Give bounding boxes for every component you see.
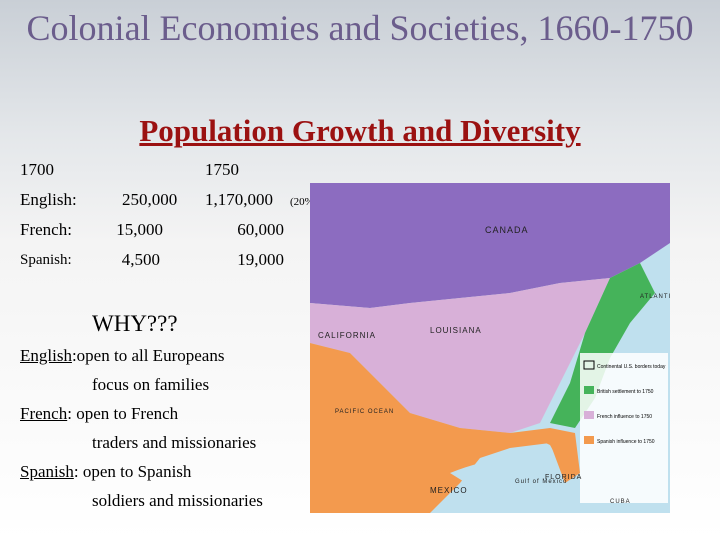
map-label: CANADA [485,225,529,235]
reason-label: French [20,404,68,423]
column-header: 1700 [20,160,54,179]
cell: 1,170,000 [205,190,273,209]
reason-text: : open to French [67,404,179,423]
map: CANADA CALIFORNIA LOUISIANA MEXICO FLORIDA AT… [310,183,670,513]
map-label: LOUISIANA [430,326,482,335]
reason-label: English [20,346,72,365]
reason: English:open to all Europeans [20,346,224,366]
reason-continuation: focus on families [92,375,210,394]
reason: French: open to French [20,404,178,424]
legend-entry: French influence to 1750 [597,414,652,420]
legend-swatch [584,386,594,394]
legend-swatch [584,436,594,444]
british-region [550,263,655,428]
cell: 250,000 [122,190,178,209]
subtitle: Population Growth and Diversity [139,113,581,148]
legend-swatch [584,411,594,419]
cell: 4,500 [121,250,160,269]
reason-text: : open to Spanish [73,462,192,481]
gulf [450,457,545,498]
map-label: CALIFORNIA [318,331,376,340]
reason-continuation: traders and missionaries [92,433,257,452]
reason-continuation: soldiers and missionaries [92,491,263,510]
spanish-region [310,343,580,513]
map-label: Gulf of Mexico [515,479,567,485]
french-region [310,278,610,433]
column-header: 1750 [205,160,239,179]
reason-label: Spanish [20,462,74,481]
map-label: PACIFIC OCEAN [335,409,394,415]
cell: 19,000 [237,250,284,269]
legend-box [580,353,668,503]
cell: 60,000 [237,220,284,239]
map-label: CUBA [610,499,631,505]
reason-text: :open to all Europeans [71,346,225,365]
legend-entry: Spanish influence to 1750 [597,439,655,445]
legend-swatch [583,360,595,370]
reason: Spanish: open to Spanish [20,462,191,482]
row-label: Spanish: [20,252,72,268]
row-label: English: [20,190,77,209]
title: Colonial Economies and Societies, 1660-1… [0,8,720,48]
canada-region [310,183,670,308]
map-label: FLORIDA [545,474,582,481]
title-text: Colonial Economies and Societies, 1660-1… [26,8,694,48]
legend-entry: Continental U.S. borders today [597,364,666,370]
map-label: ATLANTIC OCEAN [640,294,670,300]
florida-region [535,438,572,468]
row-label: French: [20,220,72,239]
cell: 15,000 [116,220,163,239]
why: WHY??? [92,311,178,336]
legend-entry: British settlement to 1750 [597,389,654,395]
map-label: MEXICO [430,486,468,495]
